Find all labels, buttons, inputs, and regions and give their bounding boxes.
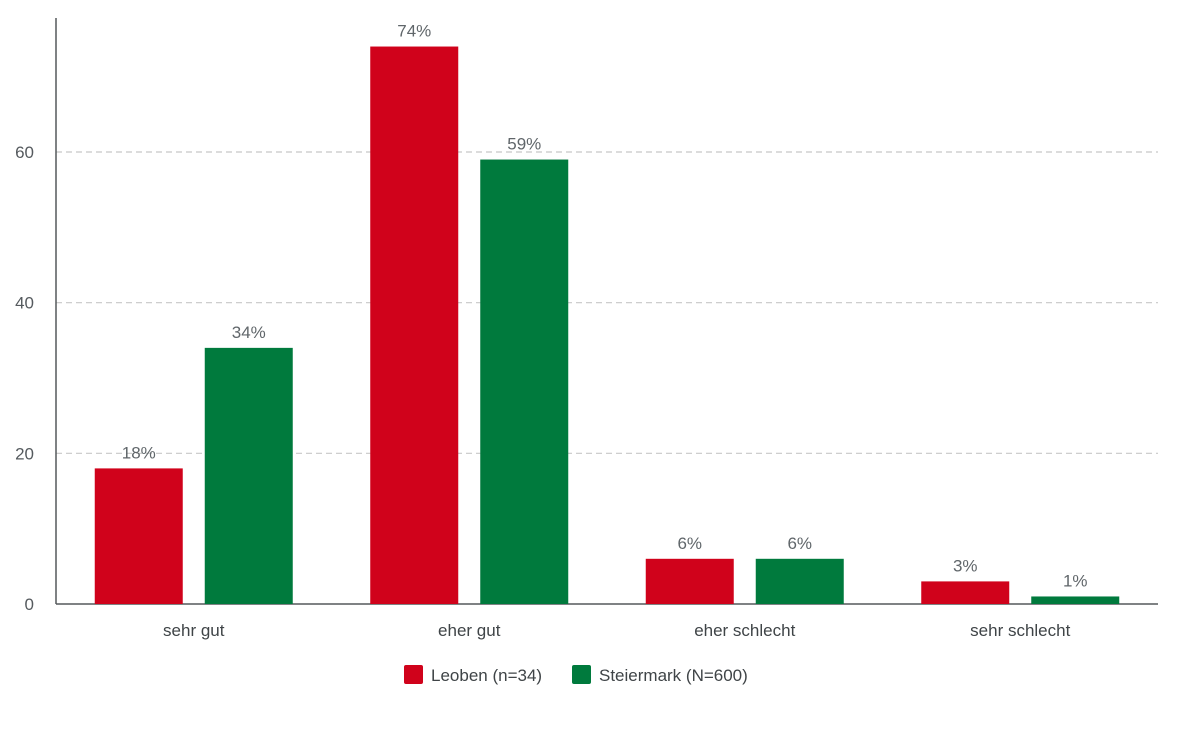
bar-value-label: 1%	[1063, 571, 1088, 590]
bar-value-label: 6%	[677, 534, 702, 553]
bar-value-label: 18%	[122, 443, 156, 462]
bar-steiermark[interactable]	[204, 347, 293, 604]
bar-steiermark[interactable]	[755, 558, 844, 604]
y-tick-label: 60	[15, 143, 34, 162]
bar-leoben[interactable]	[645, 558, 734, 604]
bar-steiermark[interactable]	[480, 159, 569, 605]
bar-leoben[interactable]	[94, 468, 183, 604]
y-tick-label: 40	[15, 294, 34, 313]
legend-swatch	[404, 665, 423, 684]
data-labels: 18% 34% 74% 59% 6% 6% 3% 1%	[122, 22, 1088, 591]
bar-value-label: 6%	[787, 534, 812, 553]
x-category-label: eher schlecht	[694, 621, 795, 640]
bar-value-label: 3%	[953, 556, 978, 575]
legend-label: Leoben (n=34)	[431, 666, 542, 685]
bar-value-label: 34%	[232, 323, 266, 342]
legend-item-leoben[interactable]: Leoben (n=34)	[404, 665, 542, 685]
legend: Leoben (n=34) Steiermark (N=600)	[404, 665, 748, 685]
bar-value-label: 59%	[507, 135, 541, 154]
legend-item-steiermark[interactable]: Steiermark (N=600)	[572, 665, 748, 685]
bar-steiermark[interactable]	[1031, 596, 1120, 604]
x-category-label: sehr gut	[163, 621, 225, 640]
legend-swatch	[572, 665, 591, 684]
bar-value-label: 74%	[397, 22, 431, 41]
bar-leoben[interactable]	[370, 46, 459, 605]
y-tick-label: 0	[25, 595, 34, 614]
x-category-label: sehr schlecht	[970, 621, 1070, 640]
y-tick-label: 20	[15, 444, 34, 463]
legend-label: Steiermark (N=600)	[599, 666, 748, 685]
bar-leoben[interactable]	[921, 581, 1010, 604]
bars	[94, 46, 1120, 605]
axes: 0 20 40 60 sehr gut eher gut eher schlecht sehr…	[15, 18, 1158, 640]
x-category-label: eher gut	[438, 621, 501, 640]
